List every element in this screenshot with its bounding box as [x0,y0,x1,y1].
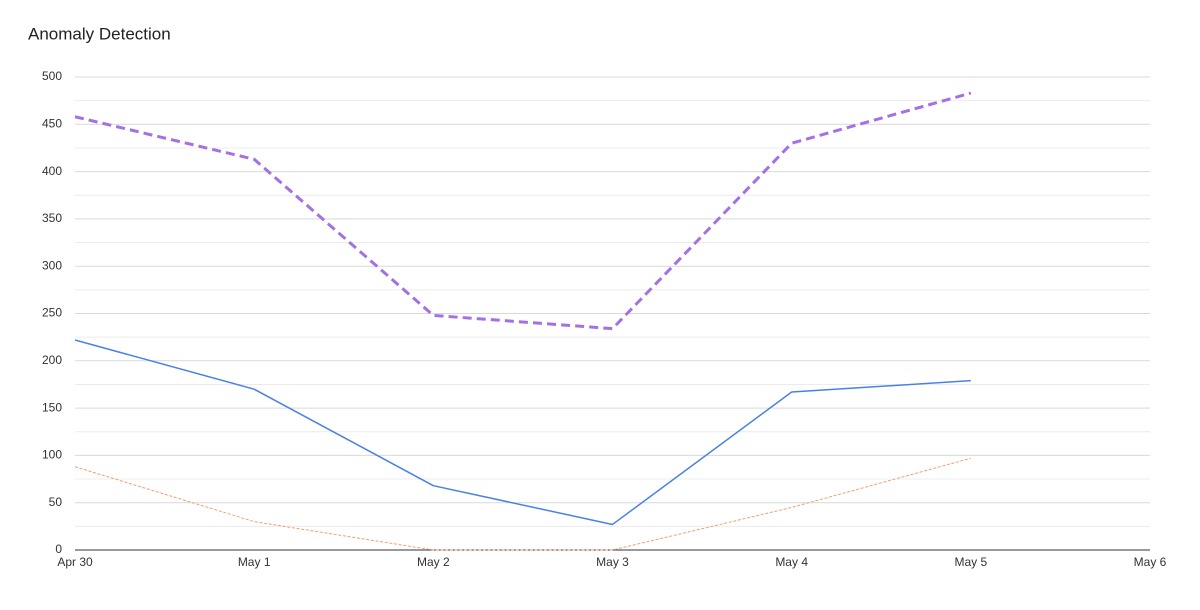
y-tick-label: 150 [42,400,62,414]
y-tick-label: 450 [42,116,62,130]
series-line [74,457,971,551]
y-tick-label: 100 [42,448,62,462]
y-tick-label: 0 [55,542,62,556]
y-tick-label: 400 [42,164,62,178]
x-tick-label: Apr 30 [57,555,93,569]
x-tick-label: May 1 [238,555,271,569]
y-tick-label: 50 [49,495,63,509]
x-tick-label: May 2 [417,555,450,569]
x-tick-label: May 4 [775,555,808,569]
series-line [74,339,971,526]
y-tick-label: 350 [42,211,62,225]
x-tick-label: May 5 [954,555,987,569]
x-tick-label: May 3 [596,555,629,569]
y-tick-label: 250 [42,306,62,320]
chart-title: Anomaly Detection [28,24,171,43]
series-line [74,91,972,331]
y-tick-label: 300 [42,258,62,272]
y-tick-label: 500 [42,69,62,83]
x-tick-label: May 6 [1134,555,1167,569]
y-tick-label: 200 [42,353,62,367]
